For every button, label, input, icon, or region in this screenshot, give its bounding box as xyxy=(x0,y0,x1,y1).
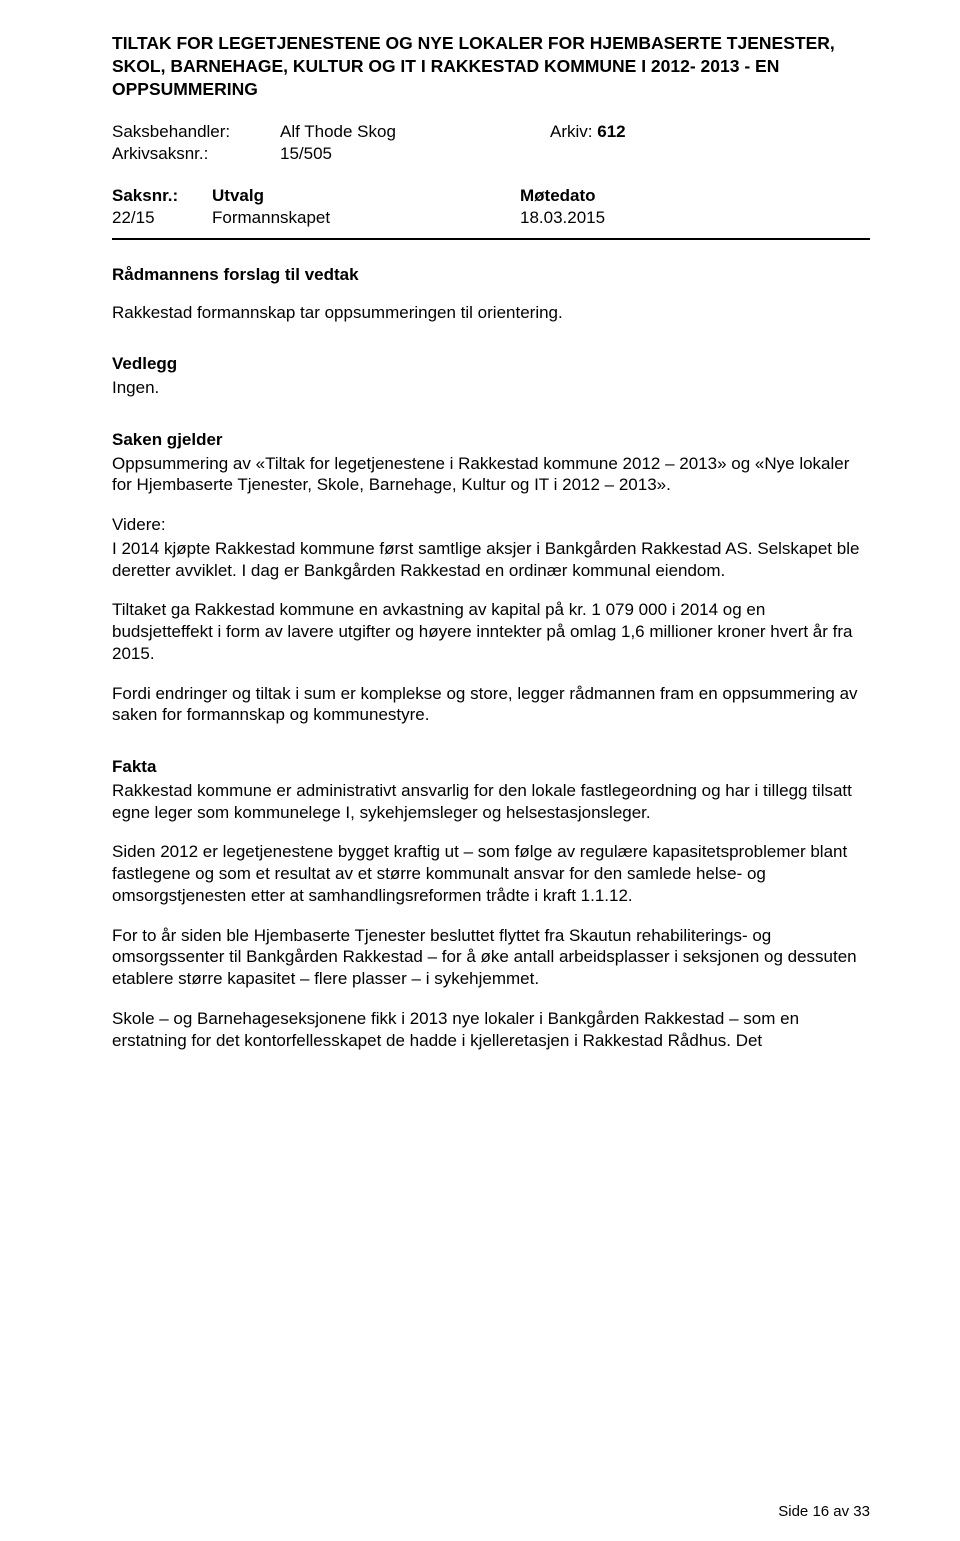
saksnr-data-row: 22/15 Formannskapet 18.03.2015 xyxy=(112,207,870,229)
arkiv-cell: Arkiv: 612 xyxy=(550,121,870,143)
forslag-text: Rakkestad formannskap tar oppsummeringen… xyxy=(112,302,870,324)
separator-line xyxy=(112,238,870,240)
vedlegg-header: Vedlegg xyxy=(112,353,870,375)
videre-label: Videre: xyxy=(112,514,870,536)
fakta-p2: Siden 2012 er legetjenestene bygget kraf… xyxy=(112,841,870,906)
arkivsaksnr-value: 15/505 xyxy=(280,143,550,165)
vedlegg-text: Ingen. xyxy=(112,377,870,399)
saksnr-block: Saksnr.: Utvalg Møtedato 22/15 Formannsk… xyxy=(112,185,870,229)
arkiv-label: Arkiv: xyxy=(550,122,593,141)
fakta-header: Fakta xyxy=(112,756,870,778)
fakta-p3: For to år siden ble Hjembaserte Tjeneste… xyxy=(112,925,870,990)
saken-p1: Oppsummering av «Tiltak for legetjeneste… xyxy=(112,453,870,497)
saksnr-c: 18.03.2015 xyxy=(520,207,870,229)
page-footer: Side 16 av 33 xyxy=(778,1502,870,1521)
saksnr-a: 22/15 xyxy=(112,207,212,229)
saksbehandler-label: Saksbehandler: xyxy=(112,121,280,143)
fakta-p4: Skole – og Barnehageseksjonene fikk i 20… xyxy=(112,1008,870,1052)
forslag-header: Rådmannens forslag til vedtak xyxy=(112,264,870,286)
tiltak-paragraph: Tiltaket ga Rakkestad kommune en avkastn… xyxy=(112,599,870,664)
spacer xyxy=(112,288,870,302)
saksnr-b: Formannskapet xyxy=(212,207,520,229)
saksnr-header-row: Saksnr.: Utvalg Møtedato xyxy=(112,185,870,207)
saksbehandler-value: Alf Thode Skog xyxy=(280,121,550,143)
saksnr-header-a: Saksnr.: xyxy=(112,185,212,207)
meta-row-saksbehandler: Saksbehandler: Alf Thode Skog Arkiv: 612 xyxy=(112,121,870,143)
spacer xyxy=(112,417,870,429)
meta-block: Saksbehandler: Alf Thode Skog Arkiv: 612… xyxy=(112,121,870,165)
document-title: TILTAK FOR LEGETJENESTENE OG NYE LOKALER… xyxy=(112,32,870,101)
arkiv-value: 612 xyxy=(597,122,625,141)
spacer xyxy=(112,744,870,756)
saken-header: Saken gjelder xyxy=(112,429,870,451)
videre-text: I 2014 kjøpte Rakkestad kommune først sa… xyxy=(112,538,870,582)
saksnr-header-b: Utvalg xyxy=(212,185,520,207)
spacer xyxy=(112,341,870,353)
meta-row-arkivsaksnr: Arkivsaksnr.: 15/505 xyxy=(112,143,870,165)
document-page: TILTAK FOR LEGETJENESTENE OG NYE LOKALER… xyxy=(0,0,960,1541)
arkivsaksnr-label: Arkivsaksnr.: xyxy=(112,143,280,165)
fakta-p1: Rakkestad kommune er administrativt ansv… xyxy=(112,780,870,824)
fordi-paragraph: Fordi endringer og tiltak i sum er kompl… xyxy=(112,683,870,727)
saksnr-header-c: Møtedato xyxy=(520,185,870,207)
meta-empty xyxy=(550,143,870,165)
